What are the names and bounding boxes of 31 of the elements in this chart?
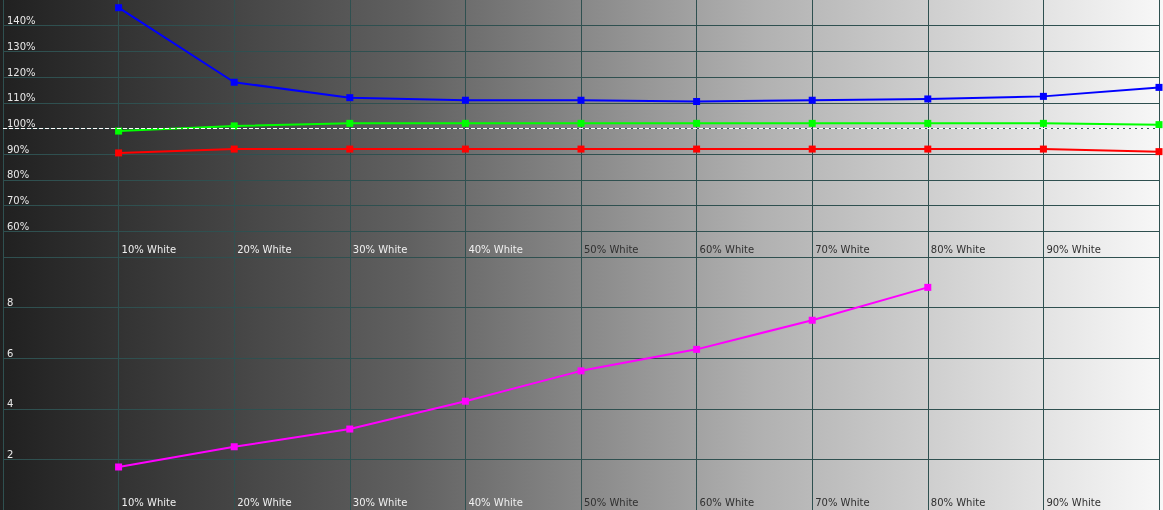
x-tick-label: 50% White [584,243,639,255]
y-tick-label: 130% [7,40,36,52]
x-tick-label: 60% White [699,243,755,255]
y-tick-label: 140% [7,15,36,27]
x-tick-label: 70% White [815,243,870,255]
y-tick-label: 8 [7,297,14,309]
y-tick-label: 120% [7,66,36,78]
y-tick-label: 90% [7,143,30,155]
x-tick-label: 50% White [584,496,639,508]
x-tick-label: 10% White [121,496,177,508]
x-tick-label: 30% White [352,243,408,255]
x-tick-label: 80% White [930,243,986,255]
y-tick-label: 70% [7,195,30,207]
x-tick-label: 80% White [930,496,986,508]
x-tick-label: 70% White [815,496,870,508]
y-tick-label: 6 [7,347,14,359]
y-tick-label: 80% [7,169,30,181]
x-tick-label: 60% White [699,496,755,508]
y-tick-label: 100% [7,118,36,129]
x-tick-label: 40% White [468,243,523,255]
y-tick-label: 2 [7,448,14,460]
x-tick-label: 20% White [237,243,292,255]
x-tick-label: 90% White [1046,496,1101,508]
x-tick-label: 20% White [237,496,292,508]
y-tick-label: 4 [7,398,14,410]
x-tick-label: 10% White [121,243,177,255]
y-tick-label: 110% [7,92,36,104]
x-tick-label: 90% White [1046,243,1101,255]
x-tick-label: 40% White [468,496,523,508]
x-tick-label: 30% White [352,496,408,508]
y-tick-label: 60% [7,220,30,232]
